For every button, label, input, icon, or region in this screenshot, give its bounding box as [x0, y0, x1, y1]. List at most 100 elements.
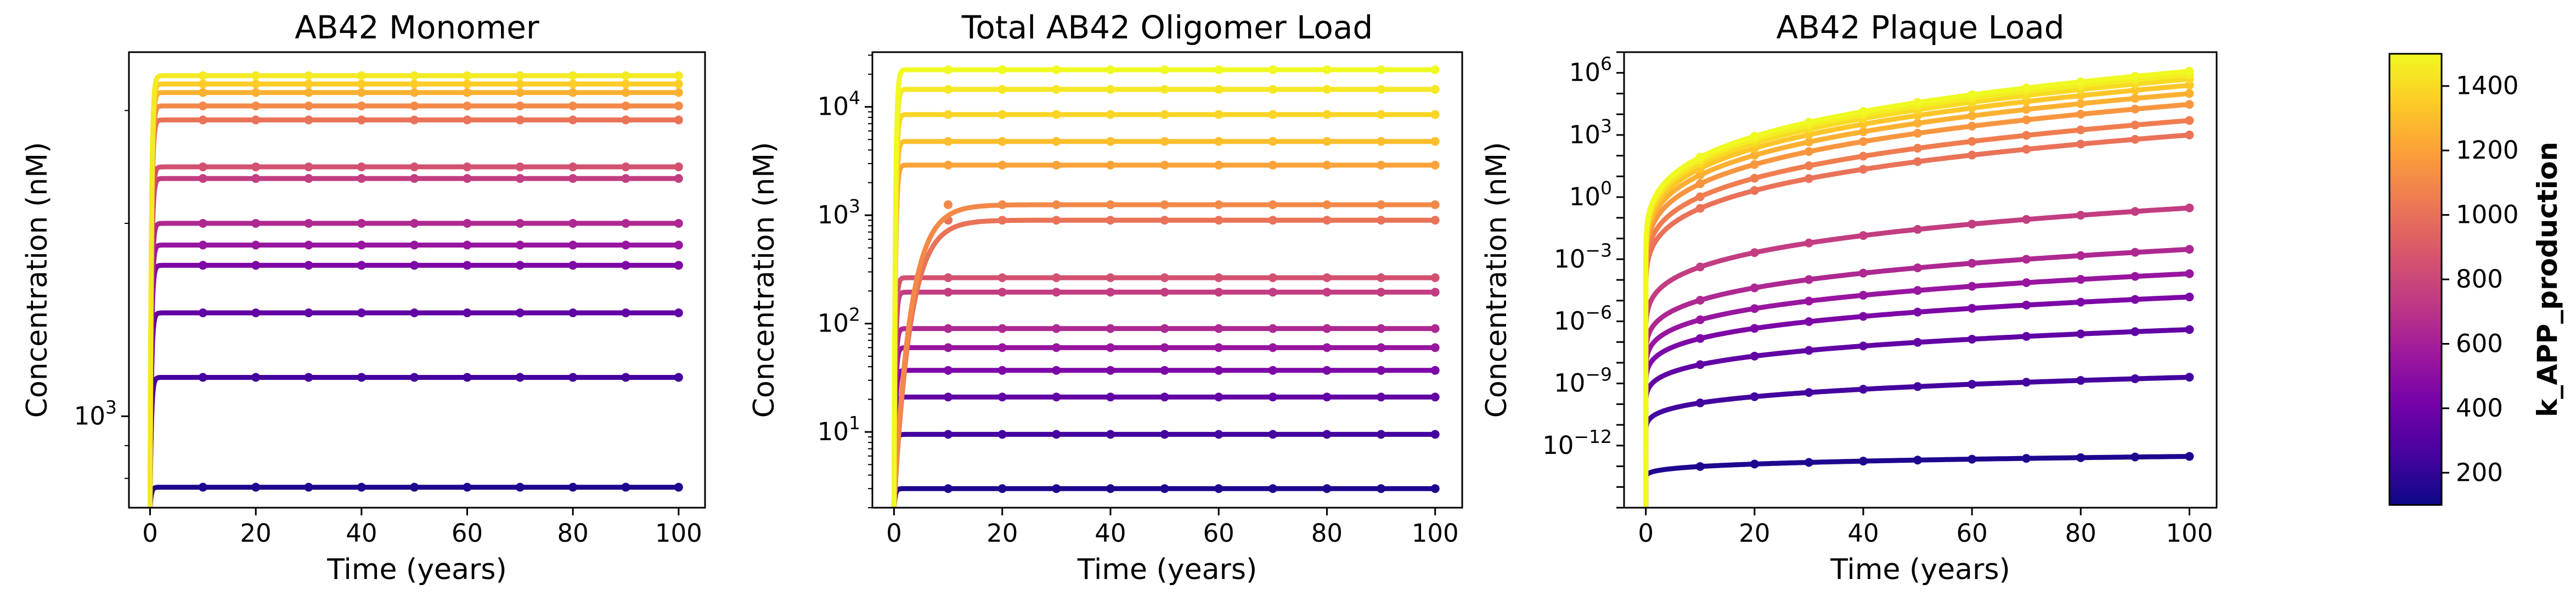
chart-panel-2: 0 20 40 60 80 100 101 102 103 104 Total AB42 Oligo… [748, 9, 1463, 586]
series-marker [2185, 89, 2194, 98]
colorbar-tick-label: 200 [2456, 458, 2503, 487]
x-tick-label: 80 [557, 519, 589, 548]
series-marker [2022, 332, 2031, 341]
series-marker [2185, 373, 2194, 382]
series-marker [1106, 85, 1115, 94]
series-marker [463, 240, 472, 250]
x-tick-label: 40 [346, 519, 377, 548]
y-tick-label: 100 [1569, 177, 1612, 211]
series-marker [997, 216, 1007, 225]
colorbar-tick-label: 1000 [2456, 200, 2519, 229]
series-marker [674, 308, 683, 318]
series-line [891, 486, 1435, 509]
series-marker [251, 261, 261, 270]
series-marker [1322, 273, 1332, 283]
series-marker [515, 261, 525, 270]
series-marker [304, 174, 313, 183]
series-marker [2022, 300, 2031, 310]
series-marker [251, 88, 261, 97]
series-marker [198, 261, 207, 270]
series-marker [1913, 128, 1923, 138]
series-marker [1160, 324, 1169, 333]
series-marker [1322, 85, 1332, 94]
series-marker [1430, 484, 1440, 493]
series-marker [198, 240, 207, 250]
series-marker [410, 101, 419, 110]
series-marker [944, 160, 953, 170]
series-marker [1052, 392, 1061, 402]
series-marker [2076, 77, 2085, 87]
series-line [891, 289, 1435, 508]
series-marker [1322, 324, 1332, 333]
series-marker [1695, 462, 1705, 471]
plot-frame [871, 51, 1463, 509]
series-marker [1377, 110, 1386, 119]
series-marker [463, 88, 472, 97]
series-marker [198, 101, 207, 110]
series-marker [410, 174, 419, 183]
series-marker [1968, 137, 1977, 146]
series-marker [944, 324, 953, 333]
series-marker [944, 288, 953, 297]
series-marker [1913, 456, 1923, 465]
series-marker [1214, 137, 1224, 146]
series-marker [1968, 380, 1977, 389]
series-group [148, 71, 683, 509]
colorbar-gradient [2388, 53, 2443, 506]
series-marker [463, 174, 472, 183]
series-marker [944, 366, 953, 375]
series-marker [1858, 312, 1868, 321]
series-marker [1804, 147, 1813, 156]
series-marker [2130, 272, 2140, 281]
y-tick-label: 103 [1569, 115, 1612, 149]
series-line [891, 87, 1435, 508]
series-marker [198, 88, 207, 97]
series-marker [1052, 85, 1061, 94]
panel-title: AB42 Plaque Load [1776, 9, 2064, 46]
series-marker [1106, 392, 1115, 402]
series-marker [1430, 110, 1440, 119]
series-marker [1913, 286, 1923, 295]
series-marker [1913, 307, 1923, 317]
series-marker [1214, 343, 1224, 352]
series-marker [304, 88, 313, 97]
series-marker [357, 482, 366, 492]
series-marker [568, 218, 578, 228]
series-marker [515, 308, 525, 318]
series-marker [251, 80, 261, 89]
series-marker [1968, 220, 1977, 229]
series-marker [1322, 160, 1332, 170]
series-marker [1377, 216, 1386, 225]
series-marker [515, 174, 525, 183]
series-marker [1913, 263, 1923, 272]
series-marker [410, 373, 419, 382]
series-marker [1214, 200, 1224, 210]
series-line [1643, 454, 2190, 508]
series-marker [568, 308, 578, 318]
series-marker [1750, 248, 1759, 257]
series-line [1643, 69, 2190, 508]
series-marker [2185, 66, 2194, 76]
series-marker [2076, 376, 2085, 385]
series-marker [2130, 452, 2140, 462]
series-marker [621, 373, 630, 382]
series-marker [198, 373, 207, 382]
series-marker [1968, 454, 1977, 464]
series-marker [2130, 86, 2140, 95]
series-marker [2185, 81, 2194, 90]
series-marker [2185, 452, 2194, 461]
series-marker [674, 373, 683, 382]
series-marker [410, 80, 419, 89]
series-marker [2022, 215, 2031, 224]
series-marker [1268, 216, 1277, 225]
series-marker [997, 85, 1007, 94]
series-marker [1160, 110, 1169, 119]
series-marker [515, 80, 525, 89]
series-marker [1160, 484, 1169, 493]
series-marker [304, 482, 313, 492]
series-line [1643, 294, 2190, 508]
y-tick-label: 10−3 [1554, 239, 1612, 273]
series-line [148, 90, 679, 508]
series-marker [1052, 484, 1061, 493]
series-marker [1858, 268, 1868, 278]
